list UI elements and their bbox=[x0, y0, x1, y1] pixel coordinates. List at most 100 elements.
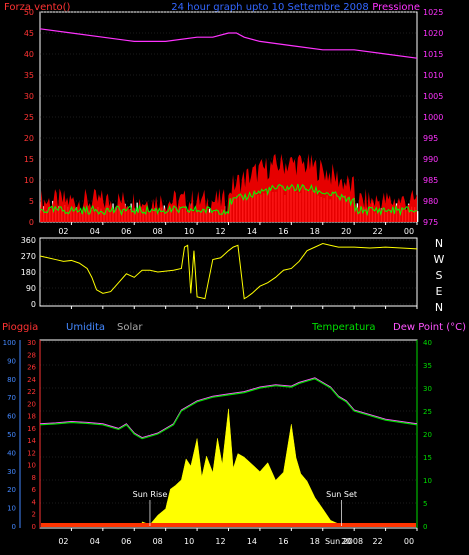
lower-x-tick-label: 14 bbox=[247, 537, 257, 546]
rain-y-tick-label: 12 bbox=[27, 449, 36, 457]
humidity-y-tick-label: 70 bbox=[7, 394, 16, 402]
humidity-y-ticks: 0 10 20 30 40 50 60 70 80 90 100 bbox=[3, 339, 16, 531]
wind-y-tick-label: 10 bbox=[24, 176, 34, 185]
rain-y-tick-label: 0 bbox=[32, 523, 36, 531]
rain-y-tick-label: 2 bbox=[32, 511, 36, 519]
wind-x-tick-label: 16 bbox=[278, 227, 288, 236]
lower-x-tick-label: 00 bbox=[404, 537, 414, 546]
pressure-y-tick-label: 1000 bbox=[423, 113, 443, 122]
rain-y-tick-label: 30 bbox=[27, 339, 36, 347]
rain-y-tick-label: 26 bbox=[27, 364, 36, 372]
wind-y-tick-label: 40 bbox=[24, 50, 34, 59]
temperature-y-tick-label: 40 bbox=[423, 339, 432, 347]
rain-y-tick-label: 14 bbox=[27, 437, 36, 445]
wind-y-ticks-right: 975 980 985 990 995 1000 1005 1010 1015 1020 1025 bbox=[423, 8, 443, 227]
wind-y-tick-label: 0 bbox=[29, 218, 34, 227]
humidity-y-tick-label: 30 bbox=[7, 468, 16, 476]
lower-x-tick-label: 18 bbox=[310, 537, 320, 546]
rain-baseline-bar bbox=[41, 523, 416, 527]
wind-x-tick-label: 02 bbox=[58, 227, 68, 236]
pressure-y-tick-label: 975 bbox=[423, 218, 438, 227]
humidity-y-tick-label: 10 bbox=[7, 505, 16, 513]
wind-direction-series-line bbox=[39, 243, 418, 300]
direction-grid bbox=[40, 239, 417, 305]
humidity-y-tick-label: 40 bbox=[7, 449, 16, 457]
humidity-y-tick-label: 20 bbox=[7, 486, 16, 494]
temperature-y-tick-label: 0 bbox=[423, 523, 427, 531]
solar-radiation-area bbox=[141, 408, 347, 527]
pressure-y-tick-label: 1010 bbox=[423, 71, 443, 80]
humidity-y-tick-label: 60 bbox=[7, 413, 16, 421]
wind-x-tick-label: 20 bbox=[341, 227, 351, 236]
temperature-series-line bbox=[39, 378, 418, 440]
temperature-y-tick-label: 5 bbox=[423, 500, 427, 508]
sunset-annotation: Sun Set bbox=[326, 490, 357, 499]
wind-x-tick-label: 22 bbox=[372, 227, 382, 236]
temperature-y-tick-label: 10 bbox=[423, 477, 432, 485]
rain-y-tick-label: 18 bbox=[27, 413, 36, 421]
lower-x-tick-label: 20 bbox=[341, 537, 351, 546]
rain-y-tick-label: 10 bbox=[27, 462, 36, 470]
wind-x-ticks: 02 04 06 08 10 12 14 16 18 20 22 00 bbox=[58, 222, 418, 236]
wind-gust-area bbox=[39, 153, 418, 222]
lower-x-tick-label: 02 bbox=[58, 537, 68, 546]
temperature-y-tick-label: 20 bbox=[423, 431, 432, 439]
compass-label: N bbox=[435, 237, 443, 250]
pressure-y-tick-label: 1005 bbox=[423, 92, 443, 101]
wind-y-ticks-left: 0 5 10 15 20 25 30 35 40 45 50 bbox=[24, 8, 34, 227]
wind-gust-fill bbox=[40, 153, 417, 222]
wind-y-tick-label: 5 bbox=[29, 197, 34, 206]
humidity-y-tick-label: 50 bbox=[7, 431, 16, 439]
compass-label: W bbox=[434, 253, 445, 266]
wind-y-tick-label: 20 bbox=[24, 134, 34, 143]
humidity-y-tick-label: 100 bbox=[3, 339, 16, 347]
temperature-y-tick-label: 25 bbox=[423, 408, 432, 416]
lower-x-tick-label: 16 bbox=[278, 537, 288, 546]
pressure-y-tick-label: 985 bbox=[423, 176, 438, 185]
pressure-y-tick-label: 990 bbox=[423, 155, 438, 164]
rain-y-tick-label: 28 bbox=[27, 351, 36, 359]
wind-x-tick-label: 10 bbox=[184, 227, 194, 236]
wind-x-tick-label: 14 bbox=[247, 227, 257, 236]
direction-y-tick-label: 270 bbox=[21, 252, 36, 261]
wind-x-tick-label: 06 bbox=[121, 227, 131, 236]
lower-x-ticks: 02 04 06 08 10 12 14 16 18 20 22 00 bbox=[58, 528, 418, 546]
rain-y-tick-label: 8 bbox=[32, 474, 36, 482]
wind-average-bar bbox=[417, 211, 419, 222]
wind-grid bbox=[40, 11, 417, 223]
dewpoint-series-line bbox=[39, 377, 418, 439]
direction-y-tick-label: 180 bbox=[21, 268, 36, 277]
dewpoint-label: Dew Point (°C) bbox=[393, 322, 466, 333]
now-annotation: Sun 2008 bbox=[325, 537, 363, 546]
wind-average-line bbox=[39, 183, 418, 217]
temperature-y-ticks: 0 5 10 15 20 25 30 35 40 bbox=[423, 339, 432, 531]
wind-x-tick-label: 04 bbox=[90, 227, 100, 236]
rain-label: Pioggia bbox=[2, 322, 38, 333]
lower-x-tick-label: 08 bbox=[153, 537, 163, 546]
humidity-y-tick-label: 0 bbox=[12, 523, 16, 531]
pressure-y-tick-label: 1025 bbox=[423, 8, 443, 17]
direction-y-tick-label: 90 bbox=[26, 284, 36, 293]
wind-x-tick-label: 08 bbox=[153, 227, 163, 236]
compass-label: E bbox=[436, 285, 443, 298]
lower-x-tick-label: 22 bbox=[372, 537, 382, 546]
pressure-y-tick-label: 1020 bbox=[423, 29, 443, 38]
wind-x-tick-label: 00 bbox=[404, 227, 414, 236]
wind-y-tick-label: 50 bbox=[24, 8, 34, 17]
humidity-y-tick-label: 80 bbox=[7, 376, 16, 384]
lower-x-tick-label: 04 bbox=[90, 537, 100, 546]
sunrise-annotation: Sun Rise bbox=[133, 490, 168, 499]
pressure-y-tick-label: 995 bbox=[423, 134, 438, 143]
pressure-y-tick-label: 1015 bbox=[423, 50, 443, 59]
pressure-label: Pressione bbox=[372, 2, 420, 13]
compass-label: N bbox=[435, 301, 443, 314]
direction-x-ticks bbox=[70, 306, 418, 309]
humidity-label: Umidita bbox=[66, 322, 105, 333]
rain-y-tick-label: 16 bbox=[27, 425, 36, 433]
wind-speed-label: Forza vento() bbox=[4, 2, 71, 13]
direction-y-tick-label: 0 bbox=[31, 300, 36, 309]
wind-y-tick-label: 35 bbox=[24, 71, 34, 80]
